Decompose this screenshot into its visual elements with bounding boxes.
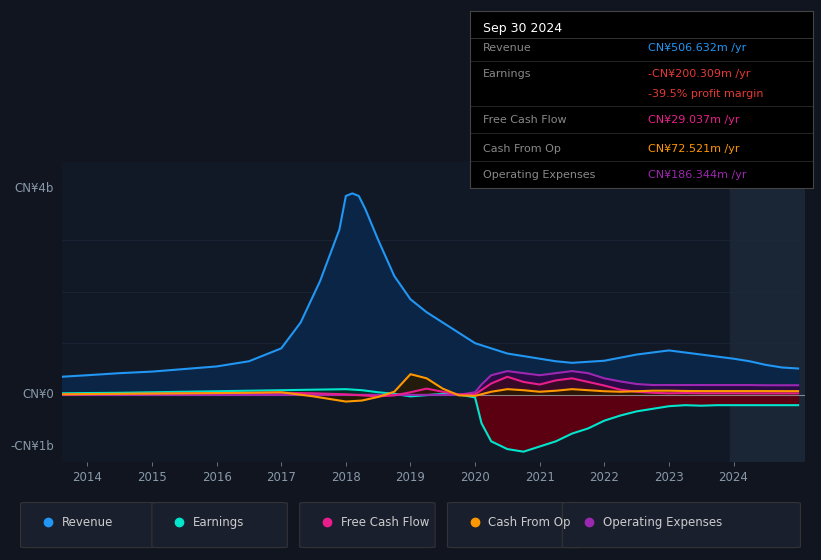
Text: Cash From Op: Cash From Op <box>488 516 571 529</box>
Text: CN¥29.037m /yr: CN¥29.037m /yr <box>648 115 740 125</box>
Text: -CN¥1b: -CN¥1b <box>11 440 54 453</box>
Text: Sep 30 2024: Sep 30 2024 <box>484 22 562 35</box>
Text: Cash From Op: Cash From Op <box>484 143 562 153</box>
Text: Free Cash Flow: Free Cash Flow <box>341 516 429 529</box>
Text: -CN¥200.309m /yr: -CN¥200.309m /yr <box>648 69 750 80</box>
Text: Free Cash Flow: Free Cash Flow <box>484 115 567 125</box>
Text: CN¥0: CN¥0 <box>22 388 54 402</box>
Text: CN¥4b: CN¥4b <box>15 182 54 195</box>
FancyBboxPatch shape <box>21 502 156 548</box>
Text: Earnings: Earnings <box>484 69 532 80</box>
Text: CN¥506.632m /yr: CN¥506.632m /yr <box>648 43 746 53</box>
Text: CN¥186.344m /yr: CN¥186.344m /yr <box>648 170 746 180</box>
FancyBboxPatch shape <box>300 502 435 548</box>
Bar <box>730 162 805 462</box>
Text: Operating Expenses: Operating Expenses <box>484 170 596 180</box>
Text: Revenue: Revenue <box>62 516 113 529</box>
Text: -39.5% profit margin: -39.5% profit margin <box>648 89 764 99</box>
Text: Operating Expenses: Operating Expenses <box>603 516 722 529</box>
Text: Revenue: Revenue <box>484 43 532 53</box>
Text: CN¥72.521m /yr: CN¥72.521m /yr <box>648 143 740 153</box>
Text: Earnings: Earnings <box>193 516 245 529</box>
FancyBboxPatch shape <box>562 502 800 548</box>
FancyBboxPatch shape <box>152 502 287 548</box>
FancyBboxPatch shape <box>447 502 583 548</box>
